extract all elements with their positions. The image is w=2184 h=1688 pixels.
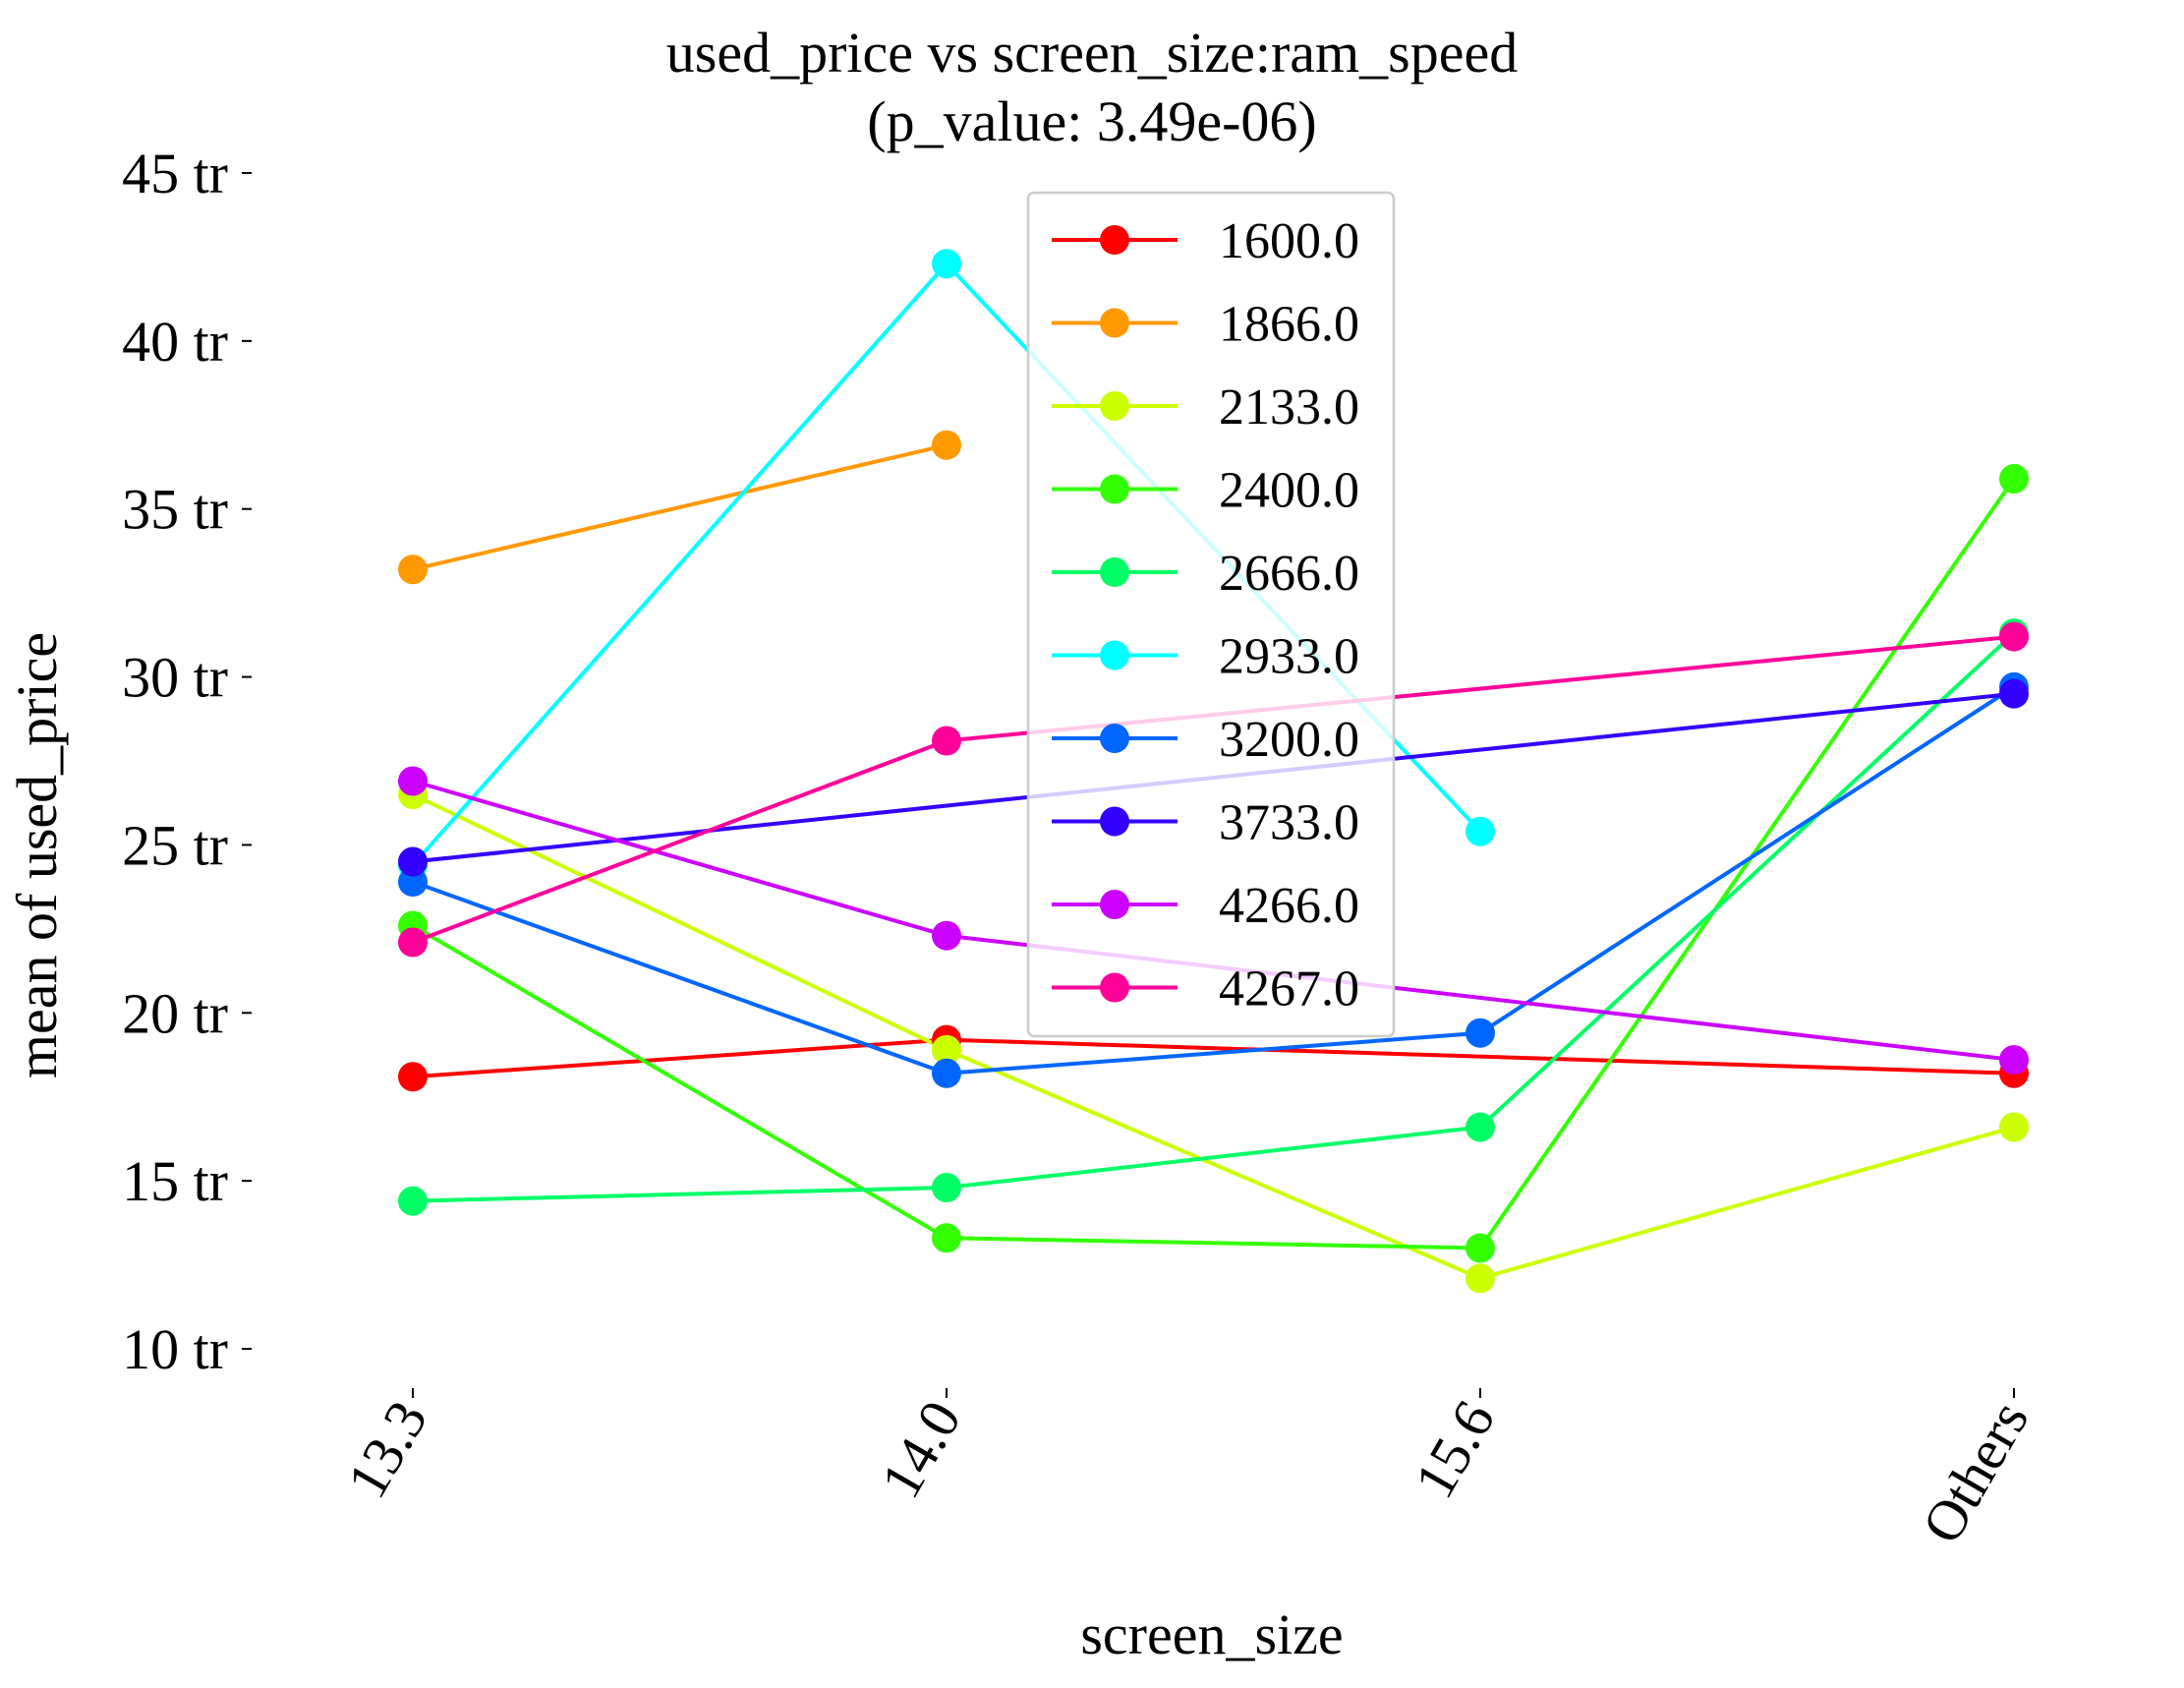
chart-title-line-2: (p_value: 3.49e-06) [867, 89, 1317, 153]
data-point-4266.0-14.0 [932, 920, 961, 951]
legend-marker [1100, 890, 1129, 919]
data-point-4267.0-13.3 [398, 927, 428, 958]
legend: 1600.0 1866.0 2133.0 2400.0 2666.0 2933.0 3200… [1026, 191, 1396, 1038]
legend-entry-3200.0: 3200.0 [1052, 712, 1359, 768]
y-tick-label: 35 tr [122, 478, 228, 542]
legend-marker [1100, 724, 1129, 753]
y-tick-label: 45 tr [122, 142, 228, 205]
legend-entry-2400.0: 2400.0 [1052, 463, 1359, 519]
y-axis: 10 tr 15 tr 20 tr 25 tr 30 tr 35 tr 40 tr 45 tr [122, 142, 252, 1381]
data-point-4267.0-Others [1999, 621, 2029, 652]
data-point-1866.0-13.3 [398, 554, 428, 585]
y-tick-label: 20 tr [122, 981, 228, 1045]
legend-label: 4266.0 [1219, 878, 1359, 934]
legend-marker [1100, 225, 1129, 255]
series-line-1600.0 [412, 1037, 2015, 1079]
legend-entry-2133.0: 2133.0 [1052, 379, 1359, 436]
x-tick-label: 15.6 [1402, 1390, 1507, 1508]
data-point-2400.0-Others [1999, 463, 2029, 494]
data-point-1866.0-14.0 [932, 430, 961, 460]
data-point-2400.0-15.6 [1466, 1233, 1495, 1263]
data-point-2933.0-14.0 [932, 249, 961, 279]
data-point-2933.0-15.6 [1466, 816, 1495, 846]
data-point-4266.0-13.3 [398, 766, 428, 796]
data-point-2133.0-14.0 [932, 1034, 961, 1065]
legend-marker [1100, 972, 1129, 1003]
legend-label: 1600.0 [1219, 213, 1359, 269]
data-point-2133.0-15.6 [1466, 1263, 1495, 1294]
y-tick-label: 30 tr [122, 646, 228, 710]
legend-label: 4267.0 [1219, 961, 1359, 1018]
x-tick-label: 14.0 [868, 1390, 973, 1508]
legend-label: 3733.0 [1219, 795, 1359, 851]
legend-entry-4267.0: 4267.0 [1052, 961, 1359, 1018]
data-point-3733.0-13.3 [398, 846, 428, 877]
data-point-3733.0-Others [1999, 678, 2029, 709]
legend-label: 1866.0 [1219, 297, 1359, 353]
series-line-2400.0 [411, 477, 2016, 1251]
series-line-2666.0 [412, 631, 2016, 1203]
series-line-1866.0 [412, 442, 948, 572]
data-point-3200.0-13.3 [398, 867, 428, 898]
data-point-3200.0-14.0 [932, 1058, 961, 1088]
data-point-4267.0-14.0 [932, 726, 961, 756]
y-tick-label: 15 tr [122, 1149, 228, 1213]
legend-label: 2400.0 [1219, 463, 1359, 519]
legend-label: 2666.0 [1219, 546, 1359, 602]
data-point-1600.0-13.3 [398, 1062, 428, 1092]
series-points [398, 249, 2029, 1294]
legend-marker [1100, 640, 1129, 670]
chart-title-line-1: used_price vs screen_size:ram_speed [665, 21, 1519, 85]
data-point-2666.0-14.0 [932, 1172, 961, 1202]
series-line-3200.0 [412, 685, 2016, 1076]
data-point-2666.0-13.3 [398, 1186, 428, 1216]
legend-label: 3200.0 [1219, 712, 1359, 768]
x-axis-label: screen_size [1080, 1602, 1343, 1666]
legend-entry-2933.0: 2933.0 [1052, 629, 1359, 685]
legend-entry-1866.0: 1866.0 [1052, 297, 1359, 353]
data-point-2133.0-Others [1999, 1112, 2029, 1142]
data-point-2666.0-15.6 [1466, 1112, 1495, 1142]
legend-marker [1100, 557, 1129, 587]
series-line-2133.0 [412, 792, 2015, 1281]
legend-label: 2133.0 [1219, 379, 1359, 436]
x-tick-label: 13.3 [334, 1390, 439, 1508]
legend-entry-4266.0: 4266.0 [1052, 878, 1359, 934]
legend-entry-2666.0: 2666.0 [1052, 546, 1359, 602]
legend-marker [1100, 391, 1129, 421]
x-axis: 13.3 14.0 15.6 Others [334, 1388, 2040, 1553]
y-tick-label: 25 tr [122, 813, 228, 877]
y-tick-label: 10 tr [122, 1317, 228, 1381]
legend-marker [1100, 474, 1129, 504]
y-axis-label: mean of used_price [5, 632, 69, 1078]
x-tick-label: Others [1910, 1390, 2041, 1553]
legend-marker [1100, 806, 1129, 837]
data-point-2400.0-14.0 [932, 1223, 961, 1253]
data-point-3200.0-15.6 [1466, 1018, 1495, 1048]
legend-label: 2933.0 [1219, 629, 1359, 685]
y-tick-label: 40 tr [122, 310, 228, 374]
legend-entry-1600.0: 1600.0 [1052, 213, 1359, 269]
legend-entry-3733.0: 3733.0 [1052, 795, 1359, 851]
legend-marker [1100, 308, 1129, 338]
data-point-4266.0-Others [1999, 1045, 2029, 1076]
